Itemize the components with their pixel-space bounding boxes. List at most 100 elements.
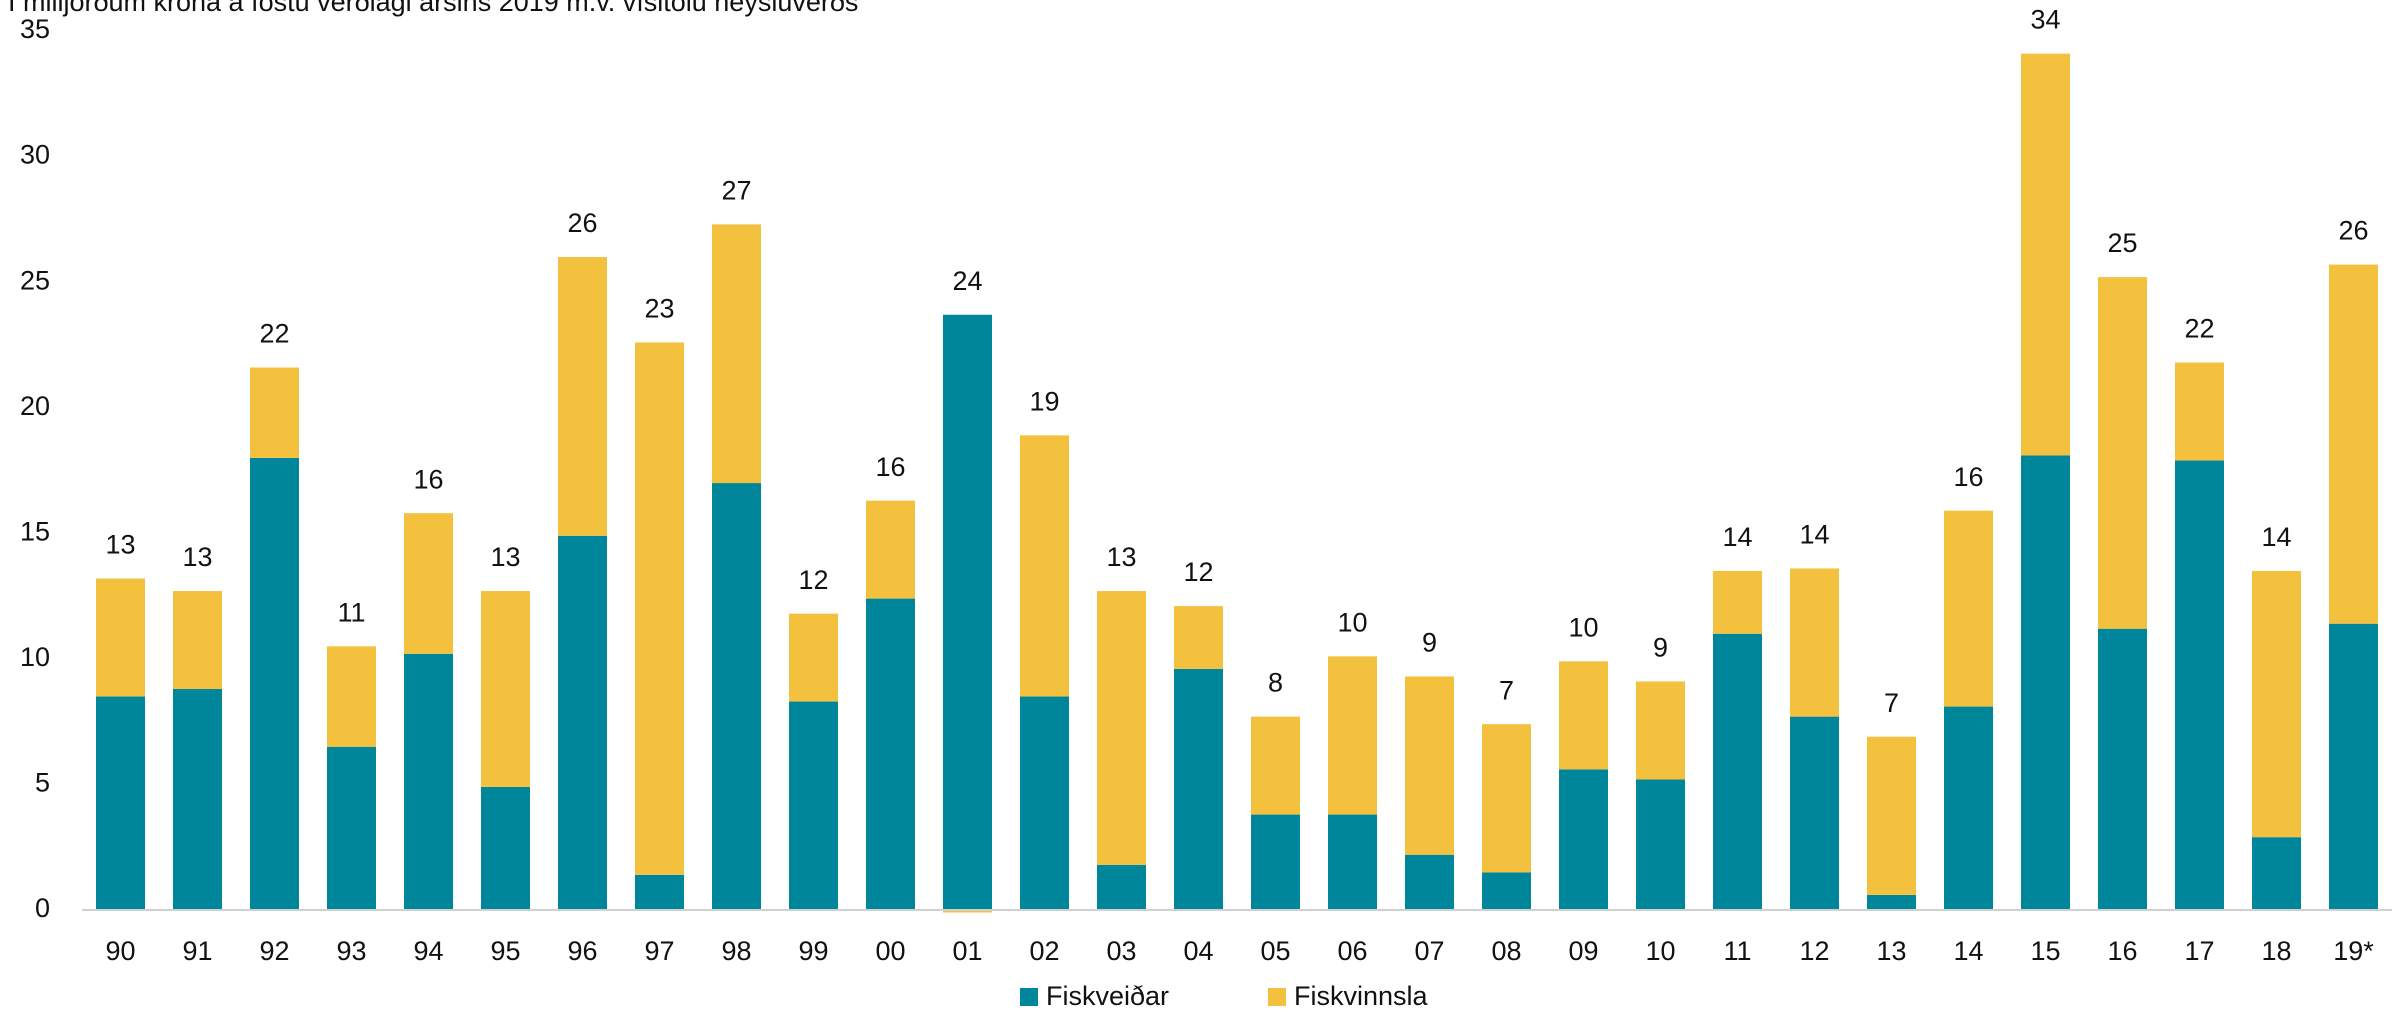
x-tick-label: 01 (952, 936, 982, 966)
total-label: 23 (644, 294, 674, 324)
bar-segment (1251, 814, 1300, 910)
total-label: 13 (1106, 542, 1136, 572)
total-label: 7 (1884, 688, 1899, 718)
bar-segment (866, 598, 915, 910)
x-tick-label: 02 (1029, 936, 1059, 966)
total-label: 11 (337, 597, 365, 627)
x-tick-label: 96 (567, 936, 597, 966)
total-label: 8 (1268, 668, 1283, 698)
bar-segment (1251, 716, 1300, 815)
x-tick-label: 11 (1723, 936, 1751, 966)
y-tick-label: 20 (20, 391, 50, 421)
y-tick-label: 5 (35, 768, 50, 798)
x-tick-label: 98 (721, 936, 751, 966)
y-tick-label: 30 (20, 140, 50, 170)
bar-segment (712, 483, 761, 910)
bar-segment (2098, 277, 2147, 629)
total-label: 26 (567, 208, 597, 238)
x-tick-label: 03 (1106, 936, 1136, 966)
total-label: 7 (1499, 675, 1514, 705)
bar-segment (2175, 362, 2224, 461)
bar-segment (250, 457, 299, 910)
bar-segment (2021, 455, 2070, 910)
bar-segment (1097, 591, 1146, 865)
bar-segment (866, 500, 915, 599)
total-label: 14 (1722, 522, 1752, 552)
total-label: 16 (413, 464, 443, 494)
bar-segment (1174, 606, 1223, 669)
bar-segment (1944, 510, 1993, 707)
bar-segment (1020, 435, 1069, 697)
x-tick-label: 09 (1568, 936, 1598, 966)
total-label: 14 (1799, 520, 1829, 550)
bar-segment (1405, 854, 1454, 910)
legend-label: Fiskvinnsla (1294, 981, 1429, 1011)
bar-segment (96, 578, 145, 697)
x-tick-label: 91 (182, 936, 212, 966)
total-label: 12 (1183, 557, 1213, 587)
x-tick-label: 90 (105, 936, 135, 966)
x-tick-label: 05 (1260, 936, 1290, 966)
bar-segment (789, 613, 838, 702)
total-label: 19 (1029, 386, 1059, 416)
x-tick-label: 00 (875, 936, 905, 966)
bar-segment (1482, 872, 1531, 910)
bar-segment (2329, 264, 2378, 624)
bar-segment (327, 746, 376, 910)
bar-segment (404, 513, 453, 654)
bar-segment (1559, 661, 1608, 770)
total-label: 14 (2261, 522, 2291, 552)
x-tick-label: 99 (798, 936, 828, 966)
bar-segment (1559, 769, 1608, 910)
bar-segment (173, 688, 222, 910)
x-tick-label: 14 (1953, 936, 1983, 966)
x-tick-label: 13 (1876, 936, 1906, 966)
bar-segment (250, 367, 299, 458)
total-label: 25 (2107, 228, 2137, 258)
total-label: 22 (259, 319, 289, 349)
x-tick-label: 12 (1799, 936, 1829, 966)
y-tick-label: 15 (20, 516, 50, 546)
total-label: 34 (2030, 5, 2060, 35)
total-label: 12 (798, 565, 828, 595)
bar-segment (789, 701, 838, 910)
x-tick-label: 15 (2030, 936, 2060, 966)
bar-segment (2098, 628, 2147, 910)
total-label: 10 (1568, 612, 1598, 642)
bar-segment (1020, 696, 1069, 910)
x-tick-label: 19* (2333, 936, 2374, 966)
total-label: 16 (875, 452, 905, 482)
bar-segment (712, 224, 761, 484)
bar-segment (481, 591, 530, 787)
total-label: 27 (721, 176, 751, 206)
y-tick-label: 25 (20, 265, 50, 295)
bar-segment (558, 535, 607, 910)
bar-segment (1790, 716, 1839, 910)
total-label: 9 (1422, 628, 1437, 658)
bar-segment (2252, 570, 2301, 838)
legend-swatch (1020, 988, 1038, 1006)
x-tick-label: 08 (1491, 936, 1521, 966)
total-label: 10 (1337, 607, 1367, 637)
bar-segment (327, 646, 376, 747)
bar-segment (2021, 53, 2070, 456)
total-label: 26 (2338, 216, 2368, 246)
bar-segment (1790, 568, 1839, 717)
bar-segment (1636, 681, 1685, 780)
total-label: 13 (105, 530, 135, 560)
bar-segment (96, 696, 145, 910)
bar-segment (404, 653, 453, 910)
x-tick-label: 95 (490, 936, 520, 966)
x-tick-label: 93 (336, 936, 366, 966)
legend-label: Fiskveiðar (1046, 981, 1169, 1011)
x-tick-label: 07 (1414, 936, 1444, 966)
bar-segment (635, 342, 684, 875)
x-tick-label: 10 (1645, 936, 1675, 966)
chart-subtitle: Í milljörðum króna á föstu verðlagi ársi… (8, 0, 858, 17)
bar-segment (1713, 633, 1762, 910)
bar-segment (2329, 623, 2378, 910)
total-label: 9 (1653, 633, 1668, 663)
legend-swatch (1268, 988, 1286, 1006)
x-tick-label: 94 (413, 936, 443, 966)
